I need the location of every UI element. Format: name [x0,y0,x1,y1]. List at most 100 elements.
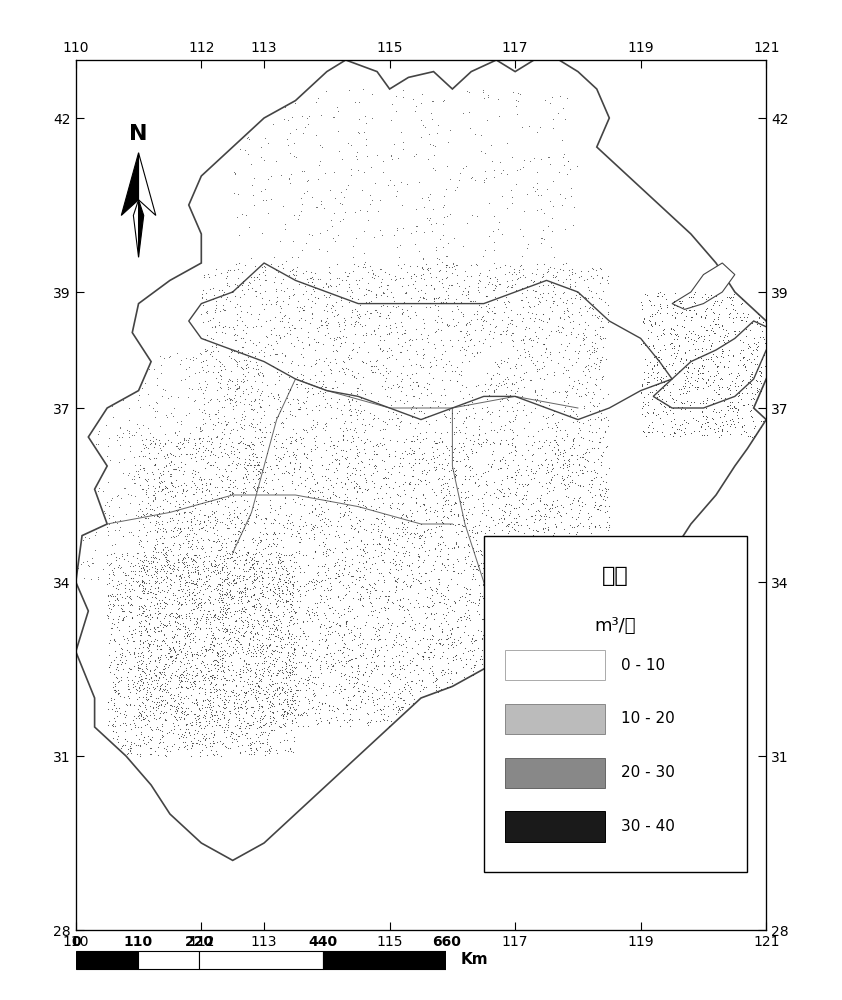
Point [127,715,141,731]
Point [265,572,279,588]
Point [551,272,564,288]
Point [717,321,730,337]
Point [475,317,488,333]
Point [311,482,324,498]
Point [389,579,402,595]
Point [321,646,334,662]
Point [173,658,187,674]
Point [568,589,581,605]
Point [139,448,152,464]
Point [154,696,168,712]
Point [641,394,654,410]
Point [592,361,605,377]
Point [418,462,431,478]
Point [461,290,475,306]
Point [386,636,400,652]
Point [264,538,278,554]
Point [705,337,718,353]
Point [251,361,264,377]
Point [217,399,231,415]
Point [203,475,216,491]
Point [152,470,166,486]
Point [535,478,548,494]
Point [433,289,446,305]
Point [112,550,125,566]
Point [581,548,594,564]
Point [291,392,305,408]
Point [387,510,401,526]
Point [247,598,260,614]
Point [139,566,152,582]
Point [136,554,149,570]
Point [405,468,418,484]
Point [253,534,267,550]
Point [274,366,287,382]
Point [268,447,281,463]
Point [284,667,297,683]
Point [237,417,251,433]
Point [664,413,678,429]
Point [262,602,275,618]
Point [491,635,504,651]
Point [180,513,194,529]
Point [276,701,290,717]
Point [209,631,222,647]
Point [285,317,299,333]
Point [390,239,403,255]
Point [223,506,237,522]
Point [472,640,485,656]
Point [280,569,293,585]
Point [210,667,223,683]
Point [251,742,264,758]
Point [120,697,133,713]
Point [249,566,263,582]
Point [222,565,236,581]
Point [338,697,352,713]
Point [439,487,452,503]
Point [410,517,424,533]
Point [589,572,602,588]
Point [186,584,200,600]
Point [297,445,311,461]
Point [312,334,325,350]
Point [367,358,381,374]
Point [213,379,226,395]
Point [206,746,220,762]
Point [488,242,501,258]
Point [134,477,147,493]
Point [494,510,508,526]
Point [428,290,441,306]
Point [184,450,198,466]
Point [187,587,200,603]
Point [216,491,229,507]
Point [334,665,348,681]
Point [318,165,332,181]
Point [416,431,429,447]
Point [248,348,262,364]
Point [120,632,134,648]
Point [209,339,222,355]
Point [230,574,243,590]
Point [368,267,381,283]
Point [241,277,254,293]
Point [178,431,191,447]
Point [287,641,301,657]
Point [152,516,166,532]
Point [215,535,228,551]
Point [421,638,434,654]
Point [115,612,129,628]
Point [678,401,691,417]
Point [153,722,167,738]
Point [131,528,144,544]
Point [216,692,229,708]
Point [164,577,178,593]
Point [344,385,358,401]
Point [589,583,602,599]
Point [254,567,268,583]
Point [214,444,227,460]
Point [202,571,216,587]
Point [589,285,603,301]
Point [328,555,342,571]
Point [244,156,258,172]
Text: 0: 0 [71,935,81,949]
